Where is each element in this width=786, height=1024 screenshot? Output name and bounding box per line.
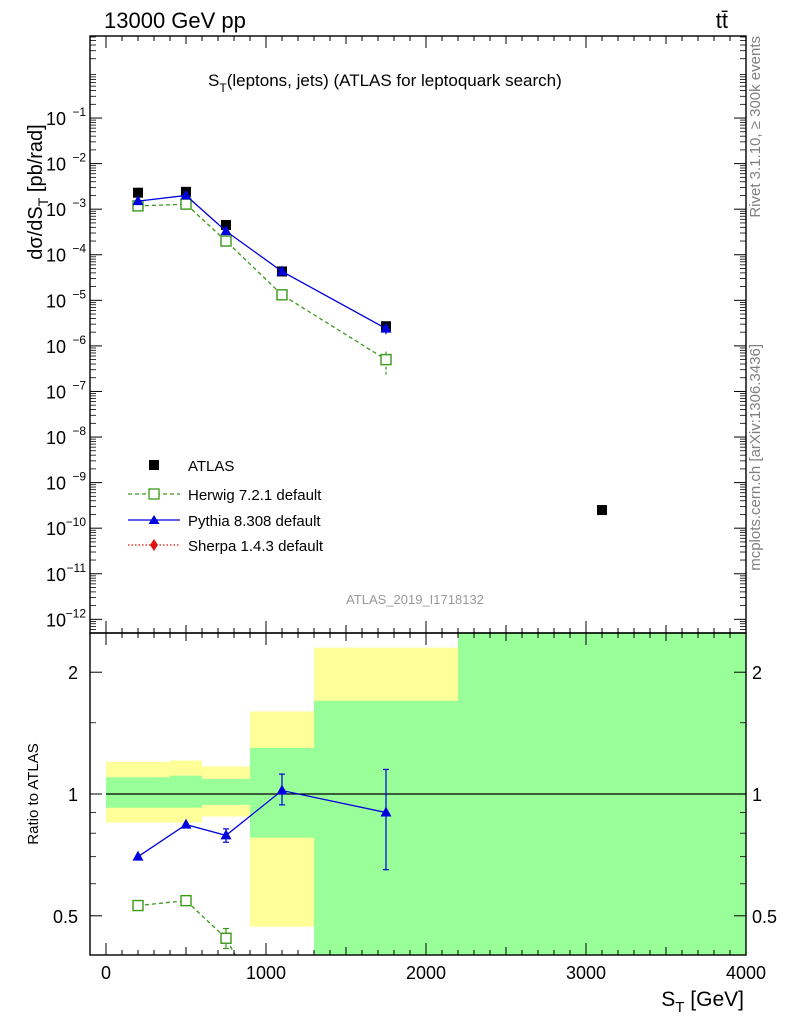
main-ytick-label-exp-1: −11	[67, 561, 87, 575]
ratio-band-green-2	[202, 778, 250, 805]
main-ytick-label-exp-11: −1	[72, 105, 86, 119]
ratio-point-series-1-4	[380, 806, 392, 817]
main-point-series-0-5	[597, 505, 607, 516]
main-title: ST(leptons, jets) (ATLAS for leptoquark …	[208, 71, 562, 95]
main-series	[132, 186, 607, 516]
main-point-series-2-1	[180, 189, 192, 200]
main-point-series-0-2	[221, 219, 231, 230]
main-line-series-1	[137, 203, 387, 361]
main-line-series-2	[137, 194, 387, 330]
ratio-ytick-label-right-0: 0.5	[752, 907, 777, 927]
legend-entry-sherpa: Sherpa 1.4.3 default	[128, 538, 324, 555]
ratio-y-label: Ratio to ATLAS	[25, 743, 42, 844]
rivet-label: Rivet 3.1.10, ≥ 300k events	[747, 36, 764, 218]
legend-entry-pythia: Pythia 8.308 default	[128, 513, 321, 530]
ratio-band-green-0	[106, 777, 170, 808]
main-ytick-label-2: 10	[46, 519, 66, 539]
main-ytick-label-7: 10	[46, 291, 66, 311]
ratio-ytick-label-left-2: 2	[68, 663, 78, 683]
legend-marker-atlas	[149, 460, 159, 470]
analysis-id: ATLAS_2019_I1718132	[346, 592, 484, 607]
main-ytick-label-exp-5: −7	[72, 378, 86, 392]
main-point-series-1-4	[380, 353, 392, 366]
main-ytick-label-0: 10	[46, 610, 66, 630]
main-ytick-label-exp-2: −10	[66, 515, 87, 529]
ratio-series	[132, 768, 392, 956]
main-ytick-label-9: 10	[46, 200, 66, 220]
main-ytick-label-exp-7: −5	[72, 287, 86, 301]
main-ytick-label-exp-4: −8	[72, 424, 86, 438]
main-ytick-label-10: 10	[46, 155, 66, 175]
ratio-point-series-1-1	[180, 818, 192, 829]
x-axis-label: ST [GeV]	[661, 988, 744, 1016]
main-ytick-label-5: 10	[46, 382, 66, 402]
main-point-series-1-1	[180, 198, 192, 210]
ratio-xtick-label-1: 1000	[246, 963, 286, 983]
legend-marker-pythia	[148, 515, 160, 524]
ratio-line-series-0	[137, 899, 236, 956]
ratio-ytick-label-left-1: 1	[68, 785, 78, 805]
main-point-series-2-2	[220, 225, 232, 236]
legend-marker-sherpa	[150, 539, 158, 551]
main-ytick-label-exp-3: −9	[72, 470, 86, 484]
legend-entry-herwig: Herwig 7.2.1 default	[128, 487, 322, 504]
ratio-point-series-0-2	[220, 932, 232, 944]
main-ytick-label-3: 10	[46, 474, 66, 494]
main-point-series-2-0	[132, 195, 144, 206]
ratio-xtick-label-2: 2000	[406, 963, 446, 983]
main-point-series-0-0	[133, 187, 143, 198]
ratio-xtick-label-0: 0	[101, 963, 111, 983]
main-ytick-label-11: 10	[46, 109, 66, 129]
main-point-series-2-4	[380, 322, 392, 333]
ratio-point-series-1-2	[220, 829, 232, 840]
main-ytick-label-exp-9: −3	[72, 196, 86, 210]
main-ytick-label-exp-10: −2	[72, 151, 86, 165]
process-label: tt̄	[716, 8, 728, 33]
ratio-ytick-label-right-2: 2	[752, 663, 762, 683]
legend-label-herwig: Herwig 7.2.1 default	[188, 487, 322, 504]
main-point-series-1-2	[220, 235, 232, 247]
ratio-xtick-label-3: 3000	[566, 963, 606, 983]
main-ytick-label-4: 10	[46, 428, 66, 448]
ratio-ytick-label-left-0: 0.5	[53, 907, 78, 927]
ratio-point-series-0-0	[132, 899, 144, 912]
main-ytick-label-exp-0: −12	[66, 606, 87, 620]
legend-label-atlas: ATLAS	[188, 458, 234, 475]
main-ytick-label-6: 10	[46, 337, 66, 357]
ratio-point-series-0-1	[180, 894, 192, 907]
legend-entry-atlas: ATLAS	[149, 458, 234, 475]
ratio-xtick-label-4: 4000	[726, 963, 766, 983]
ratio-axis-ticks: 0 1000 2000 3000 4000 0.5 0.5 1 1 2 2	[53, 633, 777, 983]
legend-marker-herwig	[148, 488, 160, 500]
ratio-band-green-1	[170, 775, 202, 808]
main-y-label: dσ/dST [pb/rad]	[25, 124, 51, 259]
main-ytick-label-8: 10	[46, 246, 66, 266]
legend: ATLAS Herwig 7.2.1 default Pythia 8.308 …	[128, 458, 324, 555]
main-point-series-1-3	[276, 289, 288, 301]
ratio-point-series-1-3	[276, 784, 288, 795]
legend-label-sherpa: Sherpa 1.4.3 default	[188, 538, 324, 555]
main-ytick-label-1: 10	[46, 565, 66, 585]
energy-label: 13000 GeV pp	[104, 8, 246, 33]
main-ytick-label-exp-8: −4	[72, 242, 86, 256]
legend-label-pythia: Pythia 8.308 default	[188, 513, 321, 530]
main-ytick-label-exp-6: −6	[72, 333, 86, 347]
ratio-point-series-1-0	[132, 850, 144, 861]
ratio-ytick-label-right-1: 1	[752, 785, 762, 805]
main-point-series-2-3	[276, 265, 288, 276]
mcplots-label: mcplots.cern.ch [arXiv:1306.3436]	[747, 344, 764, 571]
